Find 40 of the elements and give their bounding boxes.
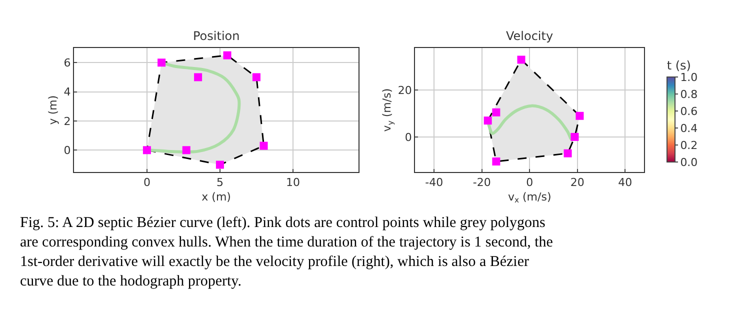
point bbox=[517, 56, 526, 64]
point bbox=[216, 160, 224, 169]
x-tick-label: 40 bbox=[618, 176, 632, 190]
x-tick-label: 20 bbox=[570, 176, 584, 190]
color-bar-label: 0.2 bbox=[680, 138, 698, 152]
x-tick-label: 5 bbox=[216, 176, 224, 190]
x-axis-title: x (m) bbox=[202, 190, 231, 204]
point bbox=[570, 132, 579, 141]
color-bar-label: 0.8 bbox=[680, 88, 698, 101]
point bbox=[492, 158, 500, 166]
chart-title: Velocity bbox=[506, 29, 554, 43]
x-axis-title: v$_{x}$ (m/s) bbox=[508, 190, 552, 205]
x-tick-label: 10 bbox=[286, 176, 300, 190]
color-bar-label: 0.6 bbox=[680, 104, 698, 118]
point bbox=[576, 112, 584, 120]
color-bar-label: 0.4 bbox=[680, 122, 698, 135]
y-tick-label: 2 bbox=[64, 114, 71, 128]
point bbox=[252, 73, 260, 82]
point bbox=[158, 58, 166, 67]
caption: Fig. 5: A 2D septic Bézier curve (left). Pink dots are control points while grey polygons are corresponding convex hulls. When the time duration of the trajectory is 1 second, the 1st-order derivative will exactly be the velocity profile (right), which is also a Bézier curve due to the hodograph property. bbox=[20, 215, 554, 290]
point bbox=[194, 73, 202, 82]
chart-title: Position bbox=[193, 29, 240, 43]
y-axis-title: y (m) bbox=[46, 95, 60, 125]
point bbox=[564, 149, 572, 158]
x-tick-label: 0 bbox=[143, 176, 150, 190]
point bbox=[492, 108, 500, 116]
point bbox=[484, 116, 492, 125]
point bbox=[142, 146, 151, 154]
color-bar-label: 0.0 bbox=[680, 156, 698, 169]
point bbox=[260, 142, 268, 150]
x-tick-label: -20 bbox=[472, 176, 491, 190]
x-tick-label: -40 bbox=[425, 176, 444, 190]
y-tick-label: 0 bbox=[64, 144, 71, 157]
color-bar-label: 1.0 bbox=[680, 70, 698, 84]
point bbox=[223, 51, 232, 60]
color-bar-title: t (s) bbox=[666, 58, 691, 73]
y-tick-label: 6 bbox=[64, 56, 71, 70]
x-tick-label: 0 bbox=[526, 176, 534, 190]
y-tick-label: 4 bbox=[64, 86, 71, 99]
point bbox=[182, 146, 190, 154]
